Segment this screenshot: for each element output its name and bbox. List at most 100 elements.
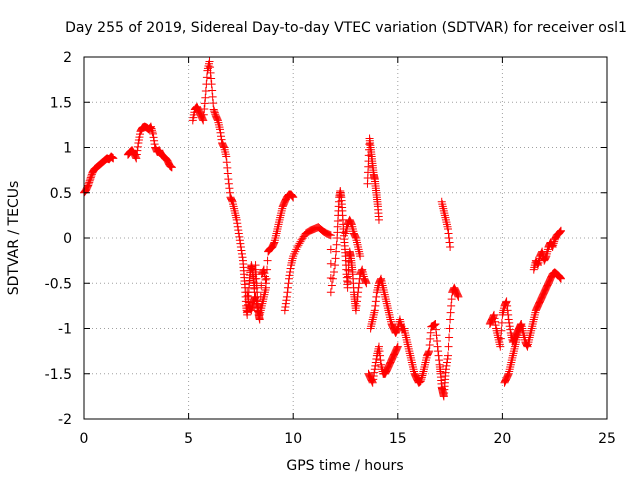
data-point — [200, 105, 209, 114]
data-point — [223, 163, 232, 172]
y-tick-label: 1 — [63, 141, 72, 157]
data-point — [236, 243, 245, 252]
data-point — [243, 291, 252, 300]
axis-ticks — [83, 56, 608, 420]
data-point — [502, 298, 511, 307]
data-point — [225, 188, 234, 197]
data-point — [263, 265, 272, 274]
data-point — [233, 222, 242, 231]
data-point — [496, 334, 505, 343]
data-point — [516, 321, 525, 330]
data-point — [287, 191, 296, 200]
data-point — [504, 315, 513, 324]
data-point — [362, 279, 371, 288]
data-point — [416, 376, 425, 385]
data-point — [537, 248, 546, 257]
data-point — [445, 234, 454, 242]
data-point — [294, 241, 303, 250]
data-point — [555, 228, 564, 237]
data-point — [215, 125, 224, 134]
data-point — [263, 256, 272, 265]
y-tick-label: 0 — [63, 231, 72, 247]
data-point — [432, 331, 441, 340]
data-point — [368, 378, 377, 387]
data-point — [332, 247, 341, 256]
data-point — [257, 281, 266, 290]
data-point — [200, 99, 209, 108]
data-point — [369, 372, 378, 381]
data-point — [149, 129, 158, 138]
data-point — [150, 140, 159, 149]
data-point — [424, 348, 433, 357]
data-point — [356, 252, 365, 261]
data-point — [447, 295, 456, 304]
data-point — [296, 237, 305, 246]
data-point — [491, 317, 500, 326]
y-tick-label: -1.5 — [45, 367, 72, 383]
data-point — [332, 240, 341, 249]
data-point — [497, 318, 506, 327]
data-point — [444, 224, 453, 233]
data-point — [417, 375, 426, 384]
data-point — [199, 110, 208, 119]
data-point — [225, 184, 234, 193]
x-tick-label: 5 — [184, 431, 193, 447]
data-point — [490, 314, 499, 323]
data-point — [207, 80, 216, 89]
data-point — [491, 321, 500, 330]
data-point — [201, 93, 210, 102]
data-point — [293, 243, 302, 252]
data-point — [435, 356, 444, 365]
data-point — [555, 228, 564, 237]
data-point — [361, 278, 370, 287]
x-tick-label: 10 — [284, 431, 302, 447]
data-point — [133, 142, 142, 151]
data-point — [150, 136, 159, 145]
data-point — [393, 325, 402, 334]
data-point — [198, 115, 207, 124]
data-point — [327, 281, 336, 290]
data-point — [372, 292, 381, 301]
data-point — [425, 347, 434, 356]
data-point — [541, 253, 550, 262]
data-point — [442, 361, 451, 370]
data-point — [286, 264, 295, 273]
data-point — [549, 241, 558, 250]
data-point — [556, 274, 565, 283]
data-point — [433, 342, 442, 351]
data-point — [434, 351, 443, 360]
data-point — [347, 219, 356, 228]
data-point — [282, 292, 291, 301]
data-point — [497, 326, 506, 335]
data-point — [376, 275, 385, 284]
data-point — [251, 292, 260, 301]
y-tick-label: 1.5 — [50, 95, 72, 111]
data-point — [167, 163, 176, 172]
data-point — [206, 68, 215, 77]
chart-title: Day 255 of 2019, Sidereal Day-to-day VTE… — [65, 20, 627, 36]
data-point — [445, 324, 454, 333]
data-point — [446, 315, 455, 324]
data-point — [132, 154, 141, 163]
data-point — [355, 279, 364, 288]
data-point — [253, 303, 262, 312]
data-point — [331, 254, 340, 263]
data-point — [147, 124, 156, 133]
data-point — [236, 239, 245, 248]
data-point — [84, 179, 93, 188]
data-point — [244, 298, 253, 307]
data-point — [441, 365, 450, 374]
data-point — [328, 274, 337, 283]
data-point — [371, 361, 380, 370]
data-point — [506, 325, 515, 334]
data-point — [393, 342, 402, 351]
data-point — [223, 169, 232, 178]
data-point — [280, 306, 289, 315]
data-point — [285, 274, 294, 283]
data-point — [210, 108, 219, 117]
data-point — [445, 333, 454, 342]
data-point — [85, 178, 94, 187]
data-point — [217, 135, 226, 144]
data-point — [393, 343, 402, 352]
data-point — [357, 266, 366, 275]
